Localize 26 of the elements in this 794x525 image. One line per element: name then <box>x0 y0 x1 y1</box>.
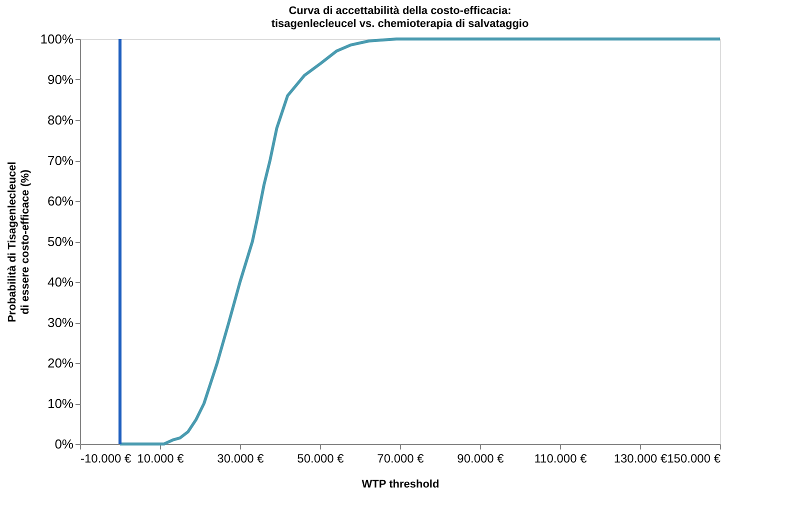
x-tick-label: 150.000 € <box>667 452 721 466</box>
x-tick-label: -10.000 € <box>80 452 132 466</box>
y-tick-label: 90% <box>47 72 74 87</box>
y-tick-label: 10% <box>47 396 74 411</box>
y-tick-label: 30% <box>47 315 74 330</box>
text: Probabilità di Tisagenlecleucel <box>6 162 18 322</box>
line-series <box>118 38 722 446</box>
x-tick-label: 30.000 € <box>217 452 264 466</box>
y-tick-label: 60% <box>47 194 74 208</box>
y-tick-label: 20% <box>47 356 74 370</box>
x-tick-label: 130.000 € <box>614 452 668 466</box>
y-tick-label: 70% <box>47 153 74 168</box>
y-tick-label: 40% <box>47 274 74 290</box>
y-tick-label: 0% <box>54 436 74 452</box>
y-tick-label: 100% <box>40 32 74 46</box>
x-tick-label: 110.000 € <box>534 452 588 466</box>
x-tick-label: 90.000 € <box>457 452 504 466</box>
x-tick-label: 70.000 € <box>377 452 424 466</box>
text: di essere costo-efficace (%) <box>19 170 32 314</box>
y-tick-label: 50% <box>47 234 74 249</box>
x-axis-title: WTP threshold <box>362 478 440 490</box>
x-tick-label: 10.000 € <box>137 452 184 466</box>
x-tick-label: 50.000 € <box>297 452 344 466</box>
y-tick-label: 80% <box>47 112 74 128</box>
text: Curva di accettabilità della costo-efficacia: <box>288 5 512 17</box>
text: tisagenlecleucel vs. chemioterapia di salvataggio <box>271 18 529 30</box>
